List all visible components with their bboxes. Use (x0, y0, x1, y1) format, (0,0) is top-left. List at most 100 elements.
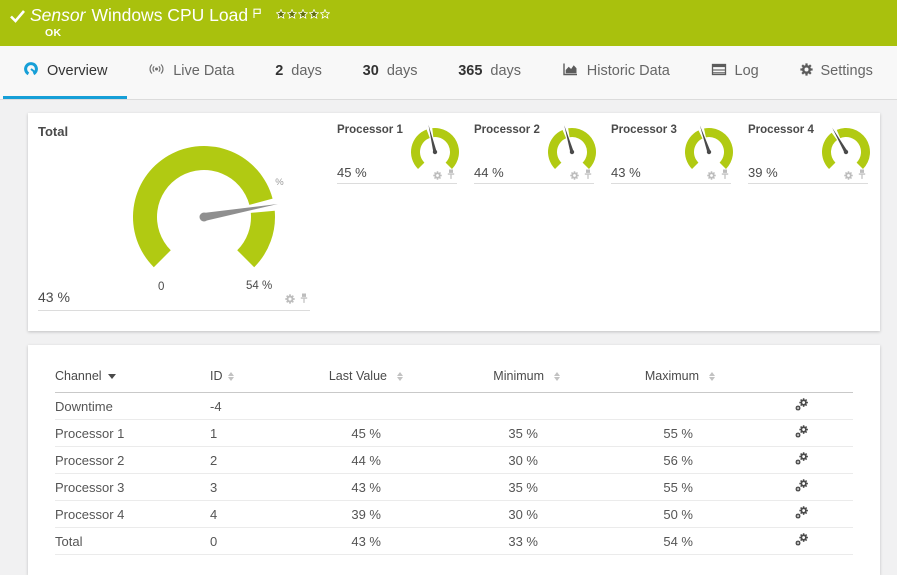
column-header-edit (715, 363, 853, 393)
gauge-title: Processor 3 (611, 124, 677, 136)
channel-row-total: Total 0 43 % 33 % 54 % (55, 527, 853, 555)
cell-minimum: 30 % (403, 446, 560, 474)
cell-maximum: 50 % (560, 500, 715, 528)
channel-row-processor-2: Processor 2 2 44 % 30 % 56 % (55, 446, 853, 474)
column-header-id[interactable]: ID (210, 363, 298, 393)
gauge-pin-icon[interactable] (446, 169, 456, 180)
cell-channel: Downtime (55, 392, 210, 420)
gauge-value: 39 % (748, 165, 778, 180)
cell-id: 0 (210, 527, 298, 555)
gauge-value: 44 % (474, 165, 504, 180)
channel-settings-button[interactable] (795, 397, 809, 412)
channel-table: Channel ID Last Value Minimum Maximum Downti… (55, 363, 853, 555)
gauge-settings-icon[interactable] (707, 171, 716, 180)
tab-number: 2 (275, 63, 284, 79)
column-header-channel[interactable]: Channel (55, 363, 210, 393)
priority-stars[interactable] (275, 3, 331, 24)
cell-channel: Processor 3 (55, 473, 210, 501)
gauge-pin-icon[interactable] (299, 293, 309, 304)
gauge-card-processor-3: Processor 3 43 % (611, 121, 733, 184)
tab-label: days (490, 63, 522, 79)
sort-desc-icon (107, 374, 116, 380)
tab-overview[interactable]: Overview (3, 46, 128, 99)
gauge-scale-min: 0 (158, 281, 165, 293)
tab-label: Historic Data (586, 63, 670, 79)
star-filled-icon[interactable] (297, 3, 309, 24)
cell-last-value: 44 % (298, 446, 403, 474)
gear-icon (799, 62, 813, 80)
tab-bar: Overview Live Data 2 days 30 days 365 days Histo… (0, 46, 897, 100)
cell-last-value: 45 % (298, 419, 403, 447)
cell-last-value: 39 % (298, 500, 403, 528)
cell-maximum: 54 % (560, 527, 715, 555)
star-filled-icon[interactable] (308, 3, 320, 24)
gauge-settings-icon[interactable] (433, 171, 442, 180)
channel-settings-button[interactable] (795, 478, 809, 493)
tab-settings[interactable]: Settings (780, 46, 893, 99)
gauge-title: Processor 2 (474, 124, 540, 136)
column-header-min[interactable]: Minimum (403, 363, 560, 393)
status-ok-check-icon (9, 8, 26, 29)
channel-settings-button[interactable] (795, 532, 809, 547)
column-header-max[interactable]: Maximum (560, 363, 715, 393)
gauges-panel: Total% 0 54 % 43 % Processor 1 45 % Processor … (28, 113, 880, 331)
log-icon (711, 62, 727, 81)
gauge-card-processor-2: Processor 2 44 % (474, 121, 596, 184)
cell-maximum: 56 % (560, 446, 715, 474)
flag-icon[interactable] (252, 3, 262, 24)
tab-label: Settings (820, 63, 873, 79)
cell-channel: Processor 1 (55, 419, 210, 447)
cell-id: 1 (210, 419, 298, 447)
cell-last-value: 43 % (298, 527, 403, 555)
tab-live-data[interactable]: Live Data (128, 46, 254, 99)
gauge-card-processor-1: Processor 1 45 % (337, 121, 460, 184)
star-empty-icon[interactable] (319, 3, 331, 24)
cell-last-value (298, 392, 403, 420)
star-filled-icon[interactable] (275, 3, 287, 24)
gauge-scale-max: 54 % (246, 280, 273, 292)
tab-2-days[interactable]: 2 days (255, 46, 342, 99)
gauge-title: Total (38, 124, 69, 139)
cell-maximum (560, 392, 715, 420)
live-icon (148, 61, 165, 81)
tab-30-days[interactable]: 30 days (343, 46, 438, 99)
cell-id: 4 (210, 500, 298, 528)
gauge-pin-icon[interactable] (857, 169, 867, 180)
chart-area-icon (562, 61, 579, 81)
star-filled-icon[interactable] (286, 3, 298, 24)
tab-label: Log (734, 63, 759, 79)
svg-text:%: % (275, 177, 284, 188)
gauge-value: 43 % (38, 289, 70, 305)
channel-row-processor-4: Processor 4 4 39 % 30 % 50 % (55, 500, 853, 528)
channel-settings-button[interactable] (795, 451, 809, 466)
channel-row-processor-1: Processor 1 1 45 % 35 % 55 % (55, 419, 853, 447)
tab-log[interactable]: Log (691, 46, 779, 99)
gauge-title: Processor 1 (337, 124, 403, 136)
column-label: Maximum (644, 369, 699, 383)
gauge-card-total: Total% 0 54 % 43 % (38, 121, 310, 311)
column-label: Minimum (493, 369, 544, 383)
gauge-card-processor-4: Processor 4 39 % (748, 121, 870, 184)
sort-both-icon (554, 372, 560, 382)
cell-id: 2 (210, 446, 298, 474)
tab-label: Live Data (173, 63, 235, 79)
tab-historic-data[interactable]: Historic Data (542, 46, 690, 99)
tab-365-days[interactable]: 365 days (438, 46, 541, 99)
gauge-icon (23, 61, 39, 81)
gauge-pin-icon[interactable] (583, 169, 593, 180)
gauge-settings-icon[interactable] (844, 171, 853, 180)
channel-settings-button[interactable] (795, 424, 809, 439)
gauge-settings-icon[interactable] (570, 171, 579, 180)
cell-maximum: 55 % (560, 419, 715, 447)
sort-both-icon (227, 372, 234, 382)
channel-settings-button[interactable] (795, 505, 809, 520)
status-badge: OK (45, 27, 62, 39)
gauge-settings-icon[interactable] (285, 294, 295, 304)
gauge-pin-icon[interactable] (720, 169, 730, 180)
channel-row-downtime: Downtime -4 (55, 392, 853, 420)
column-header-last[interactable]: Last Value (298, 363, 403, 393)
sort-both-icon (397, 372, 403, 382)
cell-id: -4 (210, 392, 298, 420)
tab-label: days (386, 63, 418, 79)
tab-label: Overview (47, 63, 108, 79)
